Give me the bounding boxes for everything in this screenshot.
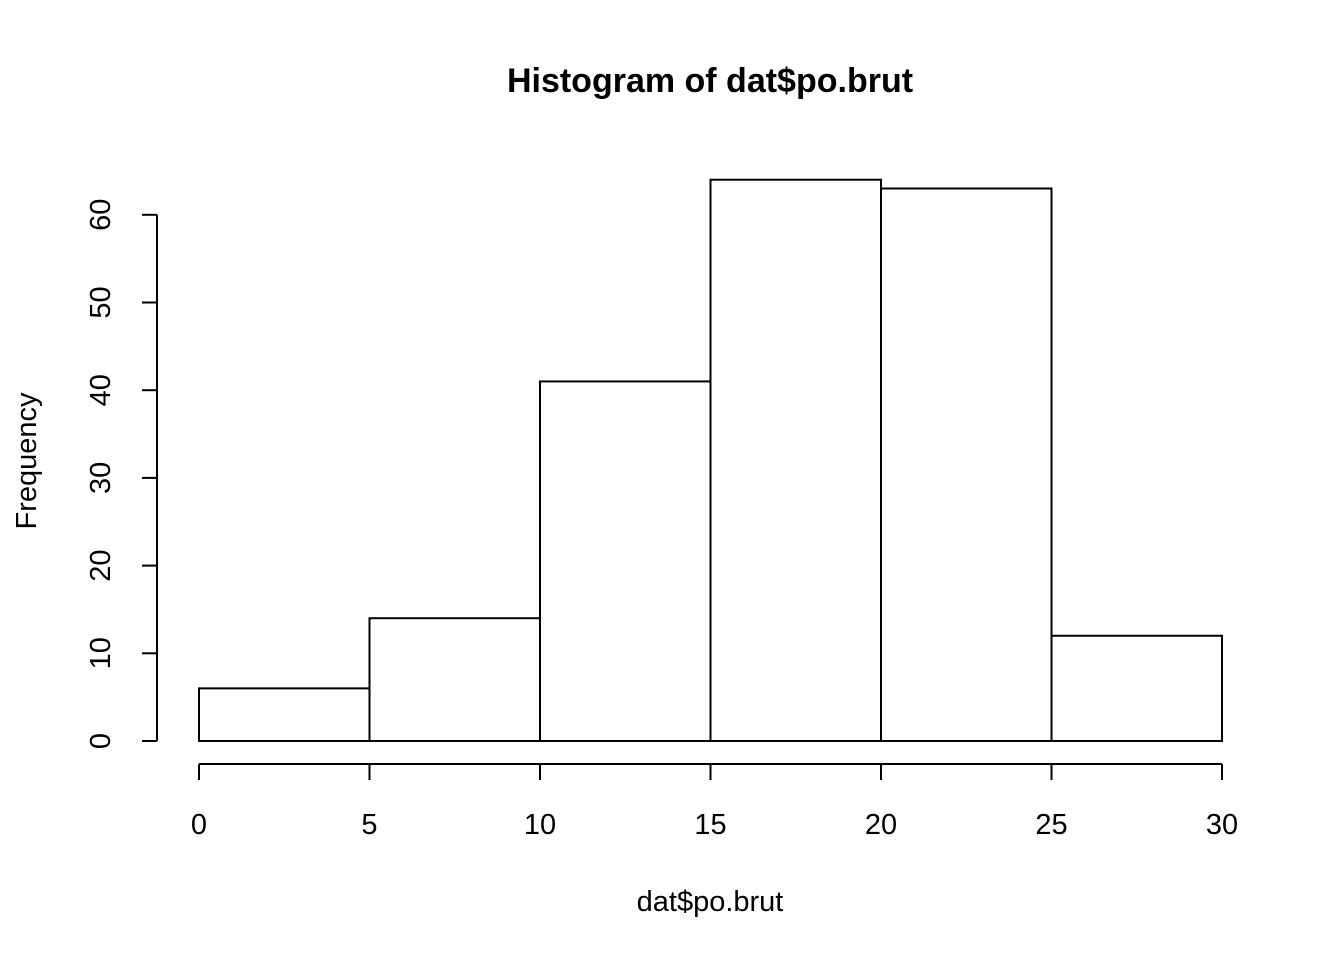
y-tick-label: 50: [85, 286, 117, 318]
histogram-bar-1: [368, 617, 541, 742]
histogram-bar-2: [539, 380, 712, 742]
y-axis-label: Frequency: [11, 392, 43, 530]
x-tick-label: 20: [865, 809, 897, 841]
y-tick-label: 10: [85, 637, 117, 669]
histogram-bar-5: [1050, 634, 1223, 743]
x-tick-label: 15: [694, 809, 726, 841]
x-tick-label: 10: [524, 809, 556, 841]
y-tick-label: 30: [85, 462, 117, 494]
x-axis-label: dat$po.brut: [637, 886, 784, 918]
histogram-bar-0: [198, 687, 371, 743]
x-tick-label: 5: [361, 809, 377, 841]
x-tick-label: 25: [1035, 809, 1067, 841]
y-tick-label: 0: [85, 733, 117, 749]
bars-group: [198, 178, 1223, 743]
histogram-bar-3: [709, 178, 882, 743]
y-axis: 0 10 20 30 40 50 60: [85, 199, 158, 749]
y-tick-label: 60: [85, 199, 117, 231]
y-tick-label: 40: [85, 374, 117, 406]
x-axis: 0 5 10 15 20 25 30: [191, 763, 1238, 841]
x-tick-label: 30: [1206, 809, 1238, 841]
histogram-bar-4: [880, 187, 1053, 743]
chart-title: Histogram of dat$po.brut: [507, 62, 913, 100]
y-tick-label: 20: [85, 549, 117, 581]
x-tick-label: 0: [191, 809, 207, 841]
